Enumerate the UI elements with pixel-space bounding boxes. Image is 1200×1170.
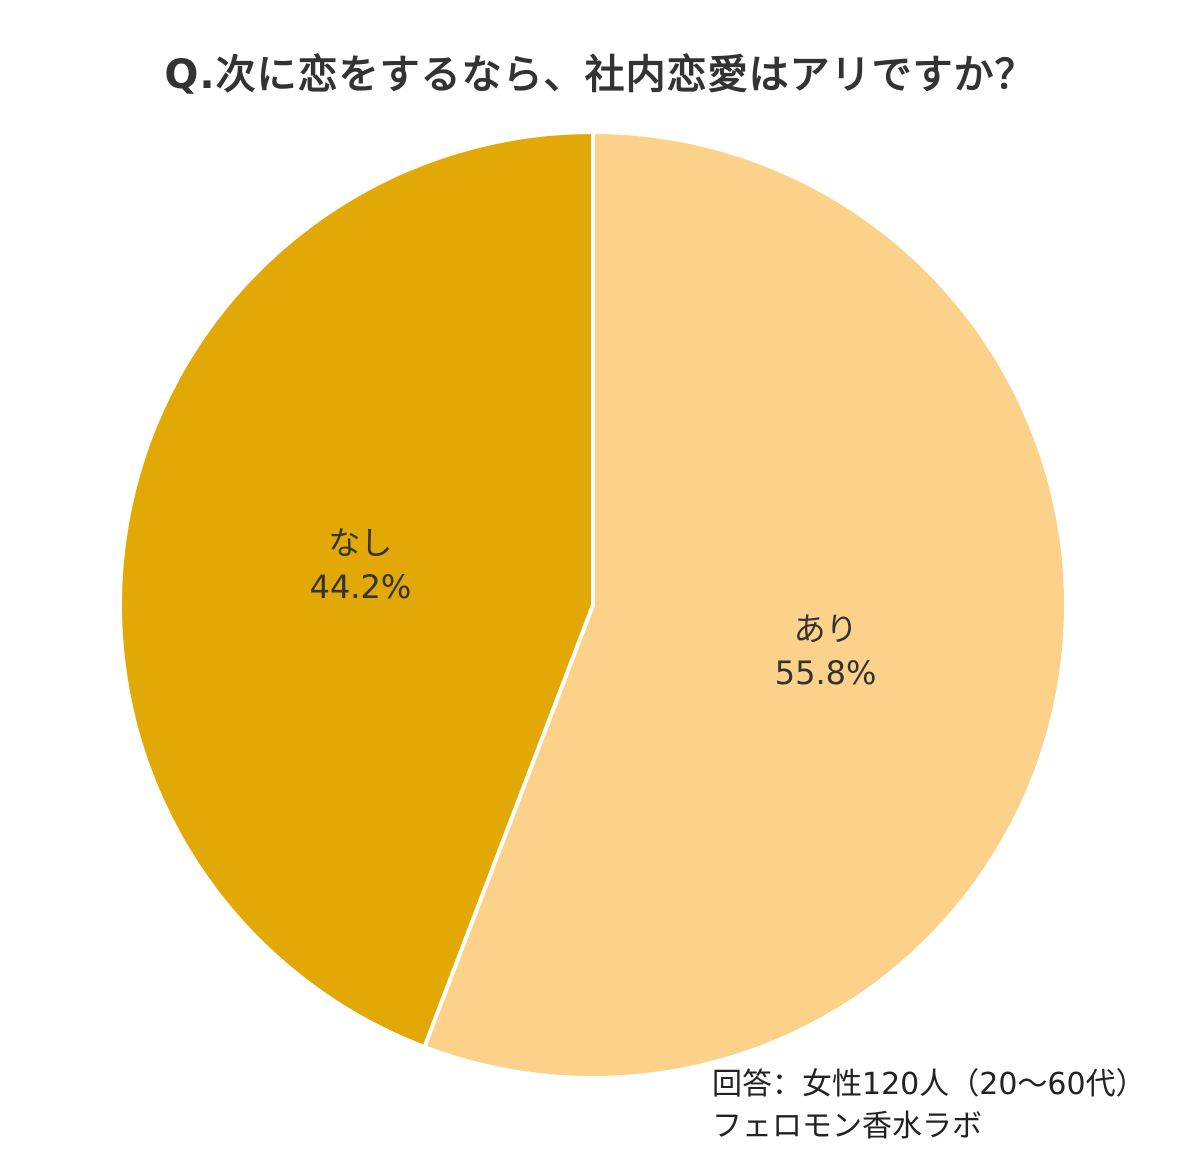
chart-footer: 回答：女性120人（20～60代） フェロモン香水ラボ (712, 1064, 1146, 1148)
respondents-note: 回答：女性120人（20～60代） (712, 1067, 1146, 1102)
slice-value-label-2: 44.2% (310, 568, 412, 606)
pie-slice-2 (118, 130, 595, 1049)
slice-label-1: あり (794, 610, 858, 648)
slice-label-2: なし (328, 524, 392, 562)
slice-value-label-1: 55.8% (775, 654, 877, 692)
pie-slice-1 (422, 130, 1068, 1080)
source-credit: フェロモン香水ラボ (712, 1109, 982, 1144)
chart-title: Q.次に恋をするなら、社内恋愛はアリですか？ (164, 52, 1036, 98)
